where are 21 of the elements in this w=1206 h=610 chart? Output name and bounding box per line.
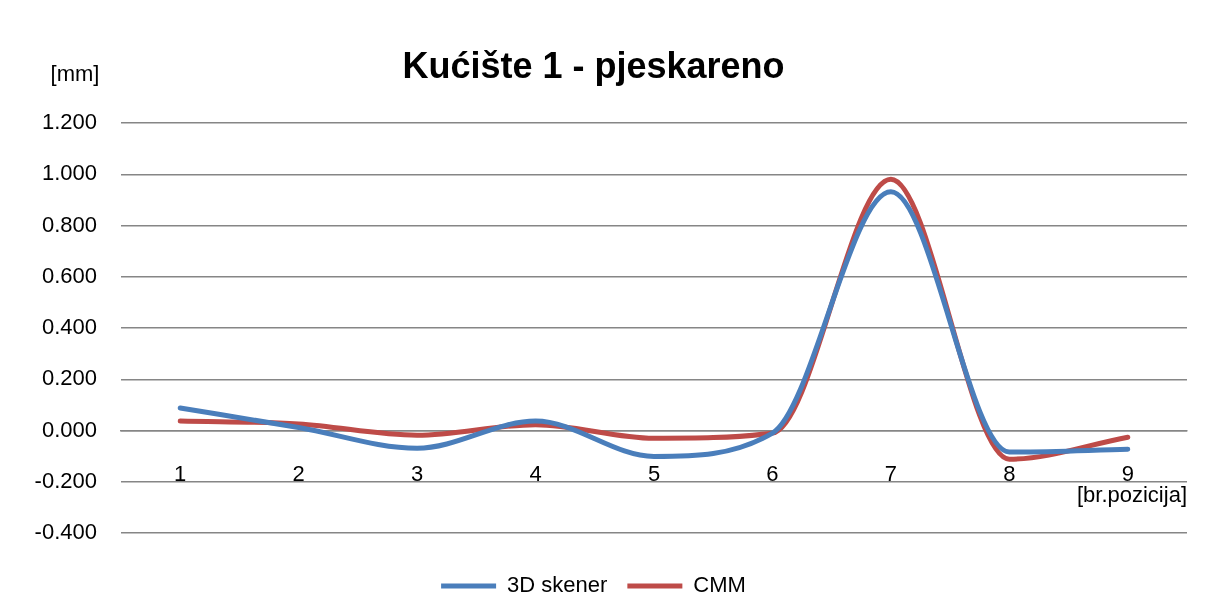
y-tick-label: 0.200 xyxy=(41,365,97,391)
y-axis-title: [mm] xyxy=(50,61,100,87)
y-tick-label: 1.200 xyxy=(41,109,97,135)
chart-title: Kućište 1 - pjeskareno xyxy=(402,44,785,86)
legend-label: CMM xyxy=(693,572,746,598)
y-tick-label: 0.400 xyxy=(41,314,97,340)
x-tick-label: 8 xyxy=(1003,460,1016,486)
x-tick-label: 6 xyxy=(766,460,779,486)
y-tick-label: 0.800 xyxy=(41,211,97,237)
x-tick-label: 7 xyxy=(884,460,898,486)
x-tick-label: 4 xyxy=(529,460,542,486)
x-tick-label: 1 xyxy=(174,460,187,486)
y-tick-label: 0.600 xyxy=(41,262,97,288)
legend-label: 3D skener xyxy=(507,572,608,598)
y-tick-label: 0.000 xyxy=(41,416,97,442)
y-tick-label: 1.000 xyxy=(41,160,97,186)
y-tick-label: -0.400 xyxy=(34,519,97,545)
x-tick-label: 5 xyxy=(647,460,661,486)
x-tick-label: 3 xyxy=(410,460,424,486)
y-tick-label: -0.200 xyxy=(34,467,97,493)
x-tick-label: 2 xyxy=(292,460,305,486)
